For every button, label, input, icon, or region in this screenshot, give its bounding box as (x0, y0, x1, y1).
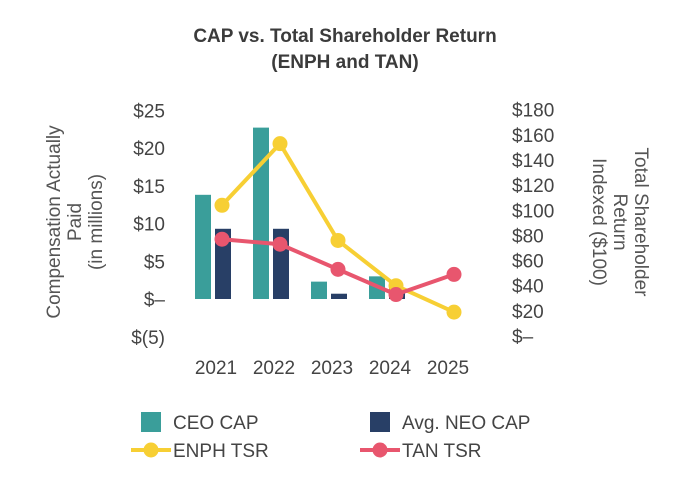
x-axis-ticks: 2021 2022 2023 2024 2025 (195, 358, 469, 379)
legend: CEO CAP Avg. NEO CAP ENPH TSR TAN TSR (131, 412, 530, 462)
right-axis-title-line2: Return (609, 193, 630, 250)
enph-tsr-point (272, 136, 288, 152)
right-tick-label: $20 (512, 302, 544, 323)
left-tick-label: $25 (133, 101, 165, 122)
enph-tsr-point (446, 304, 462, 320)
right-tick-label: $40 (512, 277, 544, 298)
x-tick-label: 2024 (369, 358, 412, 379)
right-tick-label: $140 (512, 151, 554, 172)
tan-tsr-point (330, 261, 346, 277)
tan-tsr-point (446, 266, 462, 282)
right-axis-title-line1: Total Shareholder (630, 148, 651, 298)
left-tick-label: $5 (144, 252, 165, 273)
left-tick-label: $(5) (131, 328, 165, 349)
chart-title-line1: CAP vs. Total Shareholder Return (193, 26, 496, 47)
left-axis-ticks: $25 $20 $15 $10 $5 $– $(5) (131, 101, 165, 349)
left-axis-title: Compensation Actually Paid (in millions) (44, 125, 107, 319)
legend-enph-tsr-marker (143, 442, 159, 458)
tan-tsr-point (272, 236, 288, 252)
left-tick-label: $– (144, 290, 166, 311)
left-axis-title-line1: Compensation Actually (44, 125, 65, 319)
legend-ceo-cap-swatch (141, 412, 161, 432)
x-tick-label: 2021 (195, 358, 237, 379)
right-axis-title: Total Shareholder Return Indexed ($100) (588, 148, 651, 298)
right-tick-label: $60 (512, 252, 544, 273)
legend-neo-cap-label: Avg. NEO CAP (402, 413, 530, 434)
legend-ceo-cap-label: CEO CAP (173, 413, 259, 434)
x-tick-label: 2023 (311, 358, 353, 379)
enph-tsr-point (214, 197, 230, 213)
right-tick-label: $180 (512, 101, 554, 122)
left-tick-label: $10 (133, 215, 165, 236)
neo-cap-bar (331, 293, 347, 299)
neo-cap-bar (215, 228, 231, 299)
left-axis-title-line3: (in millions) (86, 174, 107, 270)
enph-tsr-point (330, 232, 346, 248)
chart-title-line2: (ENPH and TAN) (271, 52, 418, 73)
tan-tsr-point (214, 231, 230, 247)
x-tick-label: 2025 (427, 358, 469, 379)
tan-tsr-point (388, 287, 404, 303)
right-tick-label: $80 (512, 226, 544, 247)
legend-tan-tsr-marker (372, 442, 388, 458)
right-axis-title-line3: Indexed ($100) (588, 158, 609, 286)
ceo-cap-bar (195, 194, 211, 299)
ceo-cap-bar (253, 127, 269, 300)
legend-neo-cap-swatch (370, 412, 390, 432)
ceo-cap-bar (311, 281, 327, 299)
right-tick-label: $100 (512, 201, 554, 222)
bars-group (195, 127, 405, 300)
right-tick-label: $160 (512, 126, 554, 147)
left-tick-label: $20 (133, 139, 165, 160)
left-axis-title-line2: Paid (65, 203, 86, 241)
lines-group (214, 136, 462, 320)
right-tick-label: $– (512, 327, 534, 348)
x-tick-label: 2022 (253, 358, 295, 379)
right-tick-label: $120 (512, 176, 554, 197)
left-tick-label: $15 (133, 177, 165, 198)
legend-tan-tsr-label: TAN TSR (402, 441, 482, 462)
right-axis-ticks: $180 $160 $140 $120 $100 $80 $60 $40 $20 $– (512, 101, 554, 348)
legend-enph-tsr-label: ENPH TSR (173, 441, 269, 462)
